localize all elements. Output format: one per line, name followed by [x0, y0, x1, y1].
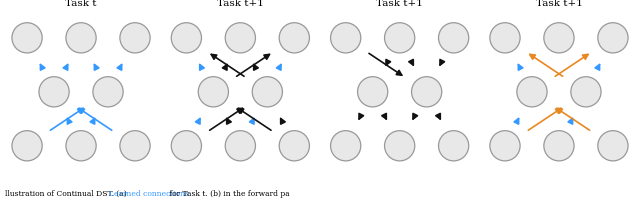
Circle shape — [172, 23, 202, 53]
Circle shape — [412, 77, 442, 107]
Circle shape — [544, 23, 574, 53]
Circle shape — [571, 77, 601, 107]
Circle shape — [438, 131, 468, 161]
Circle shape — [331, 23, 361, 53]
Circle shape — [331, 131, 361, 161]
Circle shape — [225, 131, 255, 161]
Title: Task t+1: Task t+1 — [536, 0, 582, 8]
Circle shape — [598, 131, 628, 161]
Text: Learned connections: Learned connections — [109, 190, 189, 198]
Text: for Task t. (b) in the forward pa: for Task t. (b) in the forward pa — [166, 190, 289, 198]
Circle shape — [358, 77, 388, 107]
Circle shape — [172, 131, 202, 161]
Circle shape — [12, 131, 42, 161]
Circle shape — [66, 23, 96, 53]
Circle shape — [598, 23, 628, 53]
Circle shape — [198, 77, 228, 107]
Circle shape — [438, 23, 468, 53]
Circle shape — [385, 131, 415, 161]
Circle shape — [279, 23, 309, 53]
Circle shape — [39, 77, 69, 107]
Circle shape — [66, 131, 96, 161]
Circle shape — [490, 23, 520, 53]
Circle shape — [385, 23, 415, 53]
Circle shape — [544, 131, 574, 161]
Circle shape — [517, 77, 547, 107]
Circle shape — [252, 77, 282, 107]
Circle shape — [93, 77, 123, 107]
Text: llustration of Continual DST. (a): llustration of Continual DST. (a) — [5, 190, 129, 198]
Circle shape — [490, 131, 520, 161]
Circle shape — [120, 23, 150, 53]
Circle shape — [225, 23, 255, 53]
Title: Task t+1: Task t+1 — [217, 0, 264, 8]
Circle shape — [12, 23, 42, 53]
Title: Task t+1: Task t+1 — [376, 0, 423, 8]
Circle shape — [120, 131, 150, 161]
Circle shape — [279, 131, 309, 161]
Title: Task t: Task t — [65, 0, 97, 8]
